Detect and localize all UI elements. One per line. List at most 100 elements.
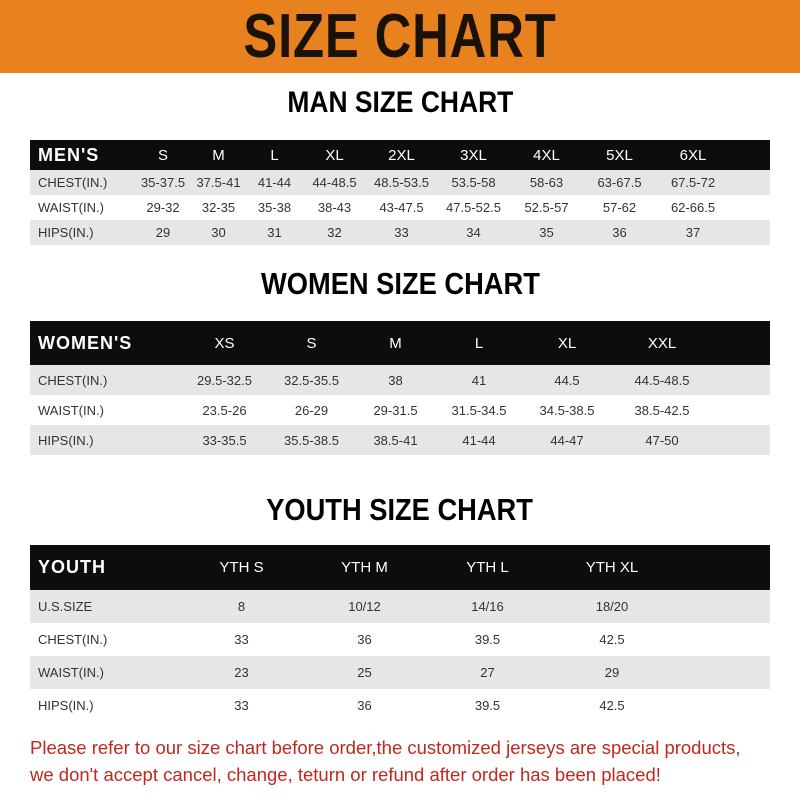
cell: YTH M bbox=[341, 559, 388, 576]
cell: 44.5-48.5 bbox=[634, 372, 690, 388]
cell: 62-66.5 bbox=[670, 200, 716, 215]
cell: 14/16 bbox=[471, 599, 504, 614]
cell: 26-29 bbox=[294, 402, 329, 418]
cell: XL bbox=[557, 334, 577, 352]
cell: S bbox=[306, 334, 317, 352]
cell: 44-48.5 bbox=[312, 175, 357, 190]
cell: 31 bbox=[267, 225, 282, 240]
row-label: CHEST(IN.) bbox=[38, 632, 108, 647]
cell: 25 bbox=[357, 665, 372, 680]
men-size-table: MEN'S S M L XL 2XL 3XL 4XL 5XL 6XL CHEST(IN.) 35-37… bbox=[30, 140, 770, 245]
men-heading: MAN SIZE CHART bbox=[287, 86, 513, 119]
cell: 43-47.5 bbox=[379, 200, 424, 215]
row-label: WAIST(IN.) bbox=[38, 665, 104, 680]
cell: 52.5-57 bbox=[524, 200, 569, 215]
notice-line: Please refer to our size chart before or… bbox=[30, 737, 741, 758]
cell: S bbox=[157, 146, 168, 164]
cell: 5XL bbox=[606, 146, 633, 164]
cell: 35.5-38.5 bbox=[284, 432, 339, 448]
cell: 8 bbox=[237, 599, 246, 614]
row-label: U.S.SIZE bbox=[38, 599, 93, 614]
row-label: HIPS(IN.) bbox=[38, 432, 94, 448]
table-row: WAIST(IN.) 23 25 27 29 bbox=[30, 656, 770, 689]
row-label: CHEST(IN.) bbox=[38, 175, 108, 190]
table-row: CHEST(IN.) 35-37.5 37.5-41 41-44 44-48.5 48.5… bbox=[30, 170, 770, 195]
cell: 32 bbox=[327, 225, 342, 240]
cell: 33 bbox=[234, 698, 249, 713]
cell: 63-67.5 bbox=[597, 175, 642, 190]
table-row: WAIST(IN.) 23.5-26 26-29 29-31.5 31.5-34.5 34… bbox=[30, 395, 770, 425]
cell: XS bbox=[214, 334, 235, 352]
cell: 58-63 bbox=[529, 175, 564, 190]
cell: XXL bbox=[647, 334, 677, 352]
cell: 29.5-32.5 bbox=[197, 372, 252, 388]
women-size-table: WOMEN'S XS S M L XL XXL CHEST(IN.) 29.5-32.5 32.5… bbox=[30, 321, 770, 455]
cell: 37 bbox=[685, 225, 701, 240]
cell: 47.5-52.5 bbox=[446, 200, 501, 215]
cell: 29-32 bbox=[146, 200, 180, 215]
page-title: SIZE CHART bbox=[243, 2, 557, 71]
cell: 67.5-72 bbox=[670, 175, 716, 190]
row-label: HIPS(IN.) bbox=[38, 698, 94, 713]
cell: 38.5-41 bbox=[373, 432, 418, 448]
cell: 41-44 bbox=[462, 432, 496, 448]
cell: 35-38 bbox=[257, 200, 292, 215]
cell: 36 bbox=[612, 225, 627, 240]
cell: 30 bbox=[211, 225, 226, 240]
youth-heading: YOUTH SIZE CHART bbox=[266, 492, 534, 527]
cell: 57-62 bbox=[602, 200, 637, 215]
cell: M bbox=[389, 334, 402, 352]
cell: 18/20 bbox=[595, 599, 629, 614]
table-row: U.S.SIZE 8 10/12 14/16 18/20 bbox=[30, 590, 770, 623]
cell: M bbox=[212, 146, 225, 164]
row-label: HIPS(IN.) bbox=[38, 225, 94, 240]
cell: 38-43 bbox=[317, 200, 352, 215]
cell: 34.5-38.5 bbox=[539, 402, 595, 418]
cell: 38.5-42.5 bbox=[634, 402, 690, 418]
table-row: CHEST(IN.) 33 36 39.5 42.5 bbox=[30, 623, 770, 656]
cell: 42.5 bbox=[599, 632, 625, 647]
notice: Please refer to our size chart before or… bbox=[30, 734, 790, 788]
table-row: CHEST(IN.) 29.5-32.5 32.5-35.5 38 41 44.5 44.5… bbox=[30, 365, 770, 395]
header-row: MEN'S S M L XL 2XL 3XL 4XL 5XL 6XL bbox=[30, 140, 770, 170]
header-row: YOUTH YTH S YTH M YTH L YTH XL bbox=[30, 545, 770, 590]
cell: 29-31.5 bbox=[373, 402, 418, 418]
row-label: MEN'S bbox=[38, 144, 100, 165]
cell: YTH S bbox=[219, 559, 264, 576]
cell: 53.5-58 bbox=[451, 175, 496, 190]
cell: XL bbox=[325, 146, 344, 164]
cell: 44-47 bbox=[550, 432, 584, 448]
cell: 39.5 bbox=[474, 632, 501, 647]
cell: 47-50 bbox=[645, 432, 679, 448]
cell: 4XL bbox=[533, 146, 560, 164]
cell: 38 bbox=[388, 372, 403, 388]
cell: 3XL bbox=[460, 146, 487, 164]
cell: 36 bbox=[357, 632, 372, 647]
cell: 37.5-41 bbox=[196, 175, 241, 190]
cell: 34 bbox=[466, 225, 481, 240]
title-banner: SIZE CHART bbox=[0, 0, 800, 73]
cell: L bbox=[270, 146, 279, 164]
header-row: WOMEN'S XS S M L XL XXL bbox=[30, 321, 770, 365]
cell: YTH XL bbox=[585, 559, 639, 576]
table-row: HIPS(IN.) 33-35.5 35.5-38.5 38.5-41 41-44 44-… bbox=[30, 425, 770, 455]
cell: 31.5-34.5 bbox=[451, 402, 507, 418]
cell: 27 bbox=[480, 665, 495, 680]
cell: 10/12 bbox=[348, 599, 381, 614]
row-label: YOUTH bbox=[38, 557, 106, 577]
cell: 42.5 bbox=[599, 698, 625, 713]
cell: 41-44 bbox=[257, 175, 292, 190]
cell: 44.5 bbox=[554, 372, 580, 388]
table-row: HIPS(IN.) 29 30 31 32 33 34 35 36 37 bbox=[30, 220, 770, 245]
cell: 23 bbox=[234, 665, 249, 680]
cell: 29 bbox=[604, 665, 620, 680]
cell: 33 bbox=[234, 632, 249, 647]
cell: 39.5 bbox=[474, 698, 501, 713]
women-heading: WOMEN SIZE CHART bbox=[260, 266, 540, 301]
cell: 2XL bbox=[388, 146, 415, 164]
cell: 33-35.5 bbox=[202, 432, 247, 448]
table-row: WAIST(IN.) 29-32 32-35 35-38 38-43 43-47.5 47.… bbox=[30, 195, 770, 220]
cell: 29 bbox=[155, 225, 171, 240]
row-label: WAIST(IN.) bbox=[38, 402, 104, 418]
cell: 32.5-35.5 bbox=[284, 372, 339, 388]
